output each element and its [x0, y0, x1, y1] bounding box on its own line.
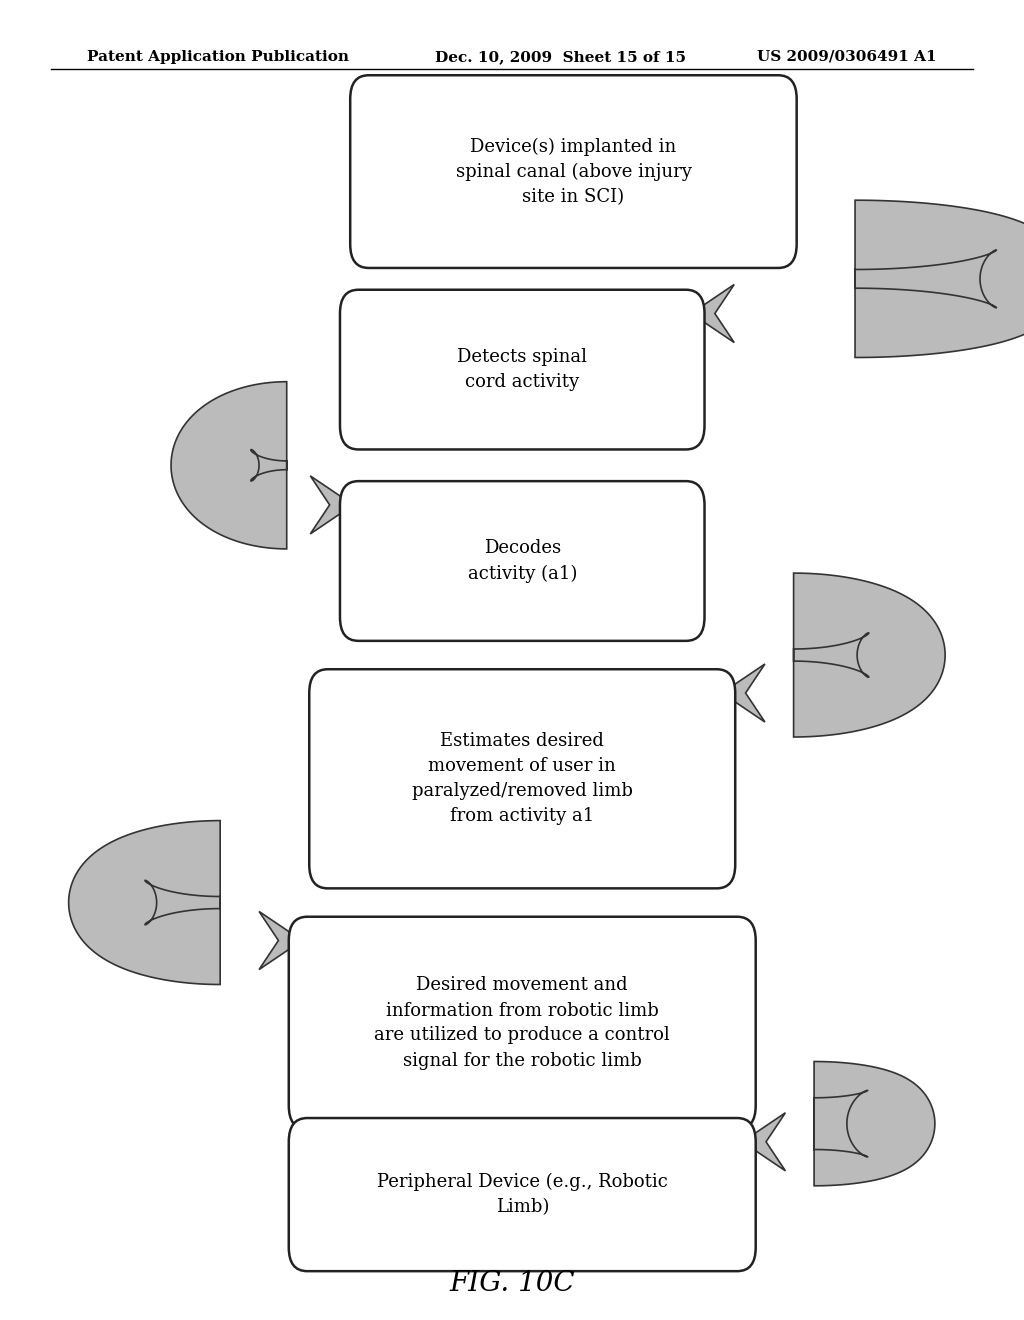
Polygon shape	[742, 1113, 785, 1171]
Polygon shape	[794, 573, 945, 737]
Polygon shape	[69, 821, 220, 985]
Text: Dec. 10, 2009  Sheet 15 of 15: Dec. 10, 2009 Sheet 15 of 15	[435, 50, 686, 63]
Text: Patent Application Publication: Patent Application Publication	[87, 50, 349, 63]
FancyBboxPatch shape	[340, 290, 705, 449]
FancyBboxPatch shape	[350, 75, 797, 268]
FancyBboxPatch shape	[309, 669, 735, 888]
FancyBboxPatch shape	[289, 916, 756, 1129]
Text: Desired movement and
information from robotic limb
are utilized to produce a con: Desired movement and information from ro…	[375, 977, 670, 1069]
Polygon shape	[814, 1061, 935, 1185]
FancyBboxPatch shape	[340, 482, 705, 642]
FancyBboxPatch shape	[289, 1118, 756, 1271]
Polygon shape	[855, 201, 1024, 358]
Text: US 2009/0306491 A1: US 2009/0306491 A1	[758, 50, 937, 63]
Text: Device(s) implanted in
spinal canal (above injury
site in SCI): Device(s) implanted in spinal canal (abo…	[456, 137, 691, 206]
Polygon shape	[171, 381, 287, 549]
Text: Detects spinal
cord activity: Detects spinal cord activity	[458, 348, 587, 391]
Polygon shape	[310, 477, 353, 535]
Polygon shape	[722, 664, 765, 722]
Polygon shape	[691, 285, 734, 343]
Polygon shape	[259, 911, 302, 969]
Text: FIG. 10C: FIG. 10C	[450, 1270, 574, 1296]
Text: Estimates desired
movement of user in
paralyzed/removed limb
from activity a1: Estimates desired movement of user in pa…	[412, 733, 633, 825]
Text: Peripheral Device (e.g., Robotic
Limb): Peripheral Device (e.g., Robotic Limb)	[377, 1173, 668, 1216]
Text: Decodes
activity (a1): Decodes activity (a1)	[468, 540, 577, 582]
